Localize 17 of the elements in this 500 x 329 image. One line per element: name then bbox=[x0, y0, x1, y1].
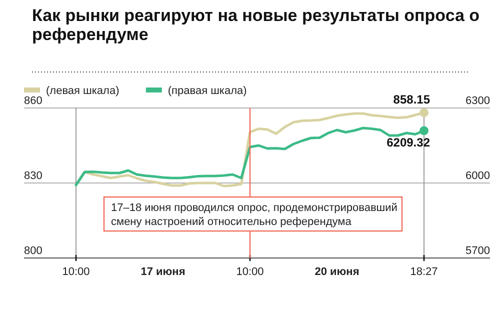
legend-label: (левая шкала) bbox=[46, 85, 120, 97]
data-label: 858.15 bbox=[393, 92, 430, 107]
data-label: 6209.32 bbox=[386, 136, 430, 150]
x-tick-label: 18:27 bbox=[410, 266, 438, 278]
y2-tick-label: 6300 bbox=[466, 95, 490, 107]
legend-label: (правая шкала) bbox=[168, 85, 247, 97]
chart-title: Как рынки реагируют на новые результаты опроса о референдуме bbox=[32, 6, 480, 44]
y2-tick-label: 6000 bbox=[466, 170, 490, 182]
x-tick-label: 10:00 bbox=[236, 266, 264, 278]
x-tick-label: 17 июня bbox=[140, 266, 186, 278]
annotation: 17–18 июня проводился опрос, продемонстрировавший смену настроений относительно референдума bbox=[111, 202, 398, 228]
y-tick-label: 800 bbox=[24, 245, 42, 257]
y-tick-label: 860 bbox=[24, 95, 42, 107]
y-tick-label: 830 bbox=[24, 170, 42, 182]
x-tick-label: 10:00 bbox=[62, 266, 90, 278]
x-tick-label: 20 июня bbox=[314, 266, 360, 278]
y2-tick-label: 5700 bbox=[466, 245, 490, 257]
